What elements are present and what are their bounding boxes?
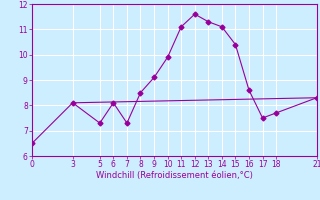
X-axis label: Windchill (Refroidissement éolien,°C): Windchill (Refroidissement éolien,°C) <box>96 171 253 180</box>
